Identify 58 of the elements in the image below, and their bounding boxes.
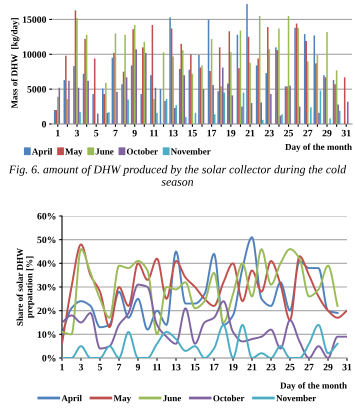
x-tick-label: 9 <box>132 130 137 136</box>
x-tick-label: 23 <box>264 130 274 136</box>
y-axis-title: Share of solar DHW prepatation [%] <box>16 248 34 326</box>
x-tick-label: 31 <box>342 364 352 370</box>
x-tick-label: 9 <box>136 364 140 370</box>
x-tick-label: 31 <box>342 130 351 136</box>
x-tick-label: 21 <box>246 130 254 136</box>
x-tick-label: 15 <box>188 130 197 136</box>
x-tick-label: 7 <box>114 130 118 136</box>
x-tick-label: 29 <box>324 364 333 370</box>
x-tick-label: 25 <box>284 130 294 136</box>
y-axis-title: Mass of DHW [kg/day] <box>11 18 20 108</box>
x-tick-label: 11 <box>153 364 162 370</box>
legend-label: October <box>126 148 158 155</box>
x-tick-label: 5 <box>94 130 98 136</box>
y-tick-label: 40% <box>37 260 56 267</box>
legend-label: April <box>61 394 82 404</box>
x-tick-label: 1 <box>60 364 64 370</box>
caption: Fig. 6. amount of DHW produced by the solar collector during the cold season <box>8 165 346 186</box>
y-tick-label: 0% <box>42 354 56 362</box>
y-tick-label: 50% <box>37 236 56 244</box>
x-tick-label: 7 <box>117 364 122 370</box>
x-tick-label: 13 <box>172 364 181 370</box>
x-tick-label: 15 <box>190 364 200 370</box>
x-tick-label: 11 <box>150 130 158 136</box>
x-tick-label: 27 <box>304 364 314 370</box>
x-axis-title: Day of the month <box>280 382 347 390</box>
y-tick-label: 20% <box>37 308 56 314</box>
legend-label: April <box>32 148 52 156</box>
y-tick-label: 30% <box>37 284 56 290</box>
y-tick-label: 10% <box>38 331 56 338</box>
x-tick-label: 1 <box>56 130 60 136</box>
legend-label: June <box>96 148 114 155</box>
x-tick-label: 17 <box>210 364 219 370</box>
x-axis-title: Day of the month <box>285 144 352 152</box>
x-tick-label: 23 <box>266 364 276 370</box>
y-tick-label: 5000 <box>27 86 46 93</box>
legend-label: June <box>163 395 182 402</box>
x-tick-label: 25 <box>286 364 295 370</box>
y-tick-label: 10000 <box>22 51 46 58</box>
legend-label: May <box>65 148 83 156</box>
y-tick-label: 60% <box>37 212 56 220</box>
x-tick-label: 17 <box>208 130 216 136</box>
x-tick-label: 5 <box>98 364 102 370</box>
x-tick-label: 21 <box>248 364 256 370</box>
y-tick-label: 0 <box>42 120 46 128</box>
x-tick-label: 19 <box>226 130 236 136</box>
x-tick-label: 3 <box>74 130 80 136</box>
x-tick-label: 29 <box>322 130 332 136</box>
legend-label: October <box>213 394 244 402</box>
legend-label: November <box>276 394 316 402</box>
x-tick-label: 19 <box>228 364 238 370</box>
x-tick-label: 3 <box>78 364 84 370</box>
x-tick-label: 13 <box>169 130 178 136</box>
legend-label: November <box>170 148 211 155</box>
x-tick-label: 27 <box>303 130 312 136</box>
y-tick-label: 15000 <box>22 16 46 23</box>
legend-label: May <box>114 395 132 404</box>
